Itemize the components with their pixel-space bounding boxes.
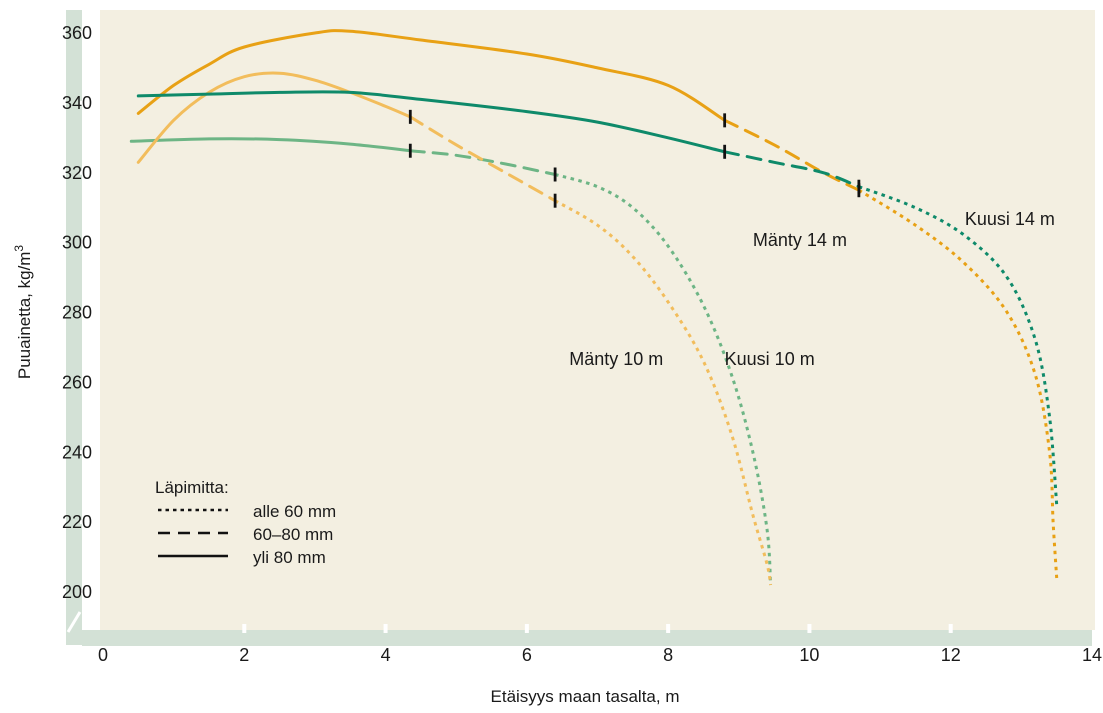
y-tick-240 [80, 450, 89, 455]
x-tick-10 [807, 624, 812, 633]
series-line-kuusi-10-m-solid [129, 137, 412, 153]
y-tick-340 [80, 100, 89, 105]
x-tick-6 [524, 624, 529, 633]
x-axis-band [82, 630, 1092, 646]
x-tick-labels: 0 2 4 6 8 10 12 14 [98, 645, 1102, 665]
y-tick-220 [80, 520, 89, 525]
y-tick-label-320: 320 [62, 163, 92, 183]
y-tick-labels: 200 220 240 260 280 300 320 340 360 [62, 23, 92, 602]
legend-title: Läpimitta: [155, 478, 229, 497]
plot-background [100, 10, 1095, 630]
y-tick-360 [80, 31, 89, 35]
segment-markers [408, 109, 861, 208]
series-lines [129, 29, 1059, 586]
x-tick-12 [948, 624, 953, 633]
y-tick-320 [80, 170, 89, 175]
y-tick-label-300: 300 [62, 233, 92, 253]
x-tick-label-14: 14 [1082, 645, 1102, 665]
x-axis-label: Etäisyys maan tasalta, m [491, 687, 680, 706]
series-label-kuusi-10-m: Kuusi 10 m [725, 349, 815, 369]
x-tick-label-0: 0 [98, 645, 108, 665]
y-tick-260 [80, 380, 89, 385]
y-axis-label: Puuainetta, kg/m3 [12, 245, 34, 380]
x-tick-8 [666, 624, 671, 633]
legend-label-solid: yli 80 mm [253, 548, 326, 567]
y-tick-280 [80, 310, 89, 315]
series-line-kuusi-10-m-dotted [554, 173, 773, 586]
series-line-kuusi-14-m-dotted [858, 185, 1059, 505]
y-tick-label-200: 200 [62, 582, 92, 602]
series-line-manty-14-m-solid [136, 29, 727, 122]
x-tick-2 [242, 624, 247, 633]
series-line-manty-10-m-dashed [408, 115, 557, 203]
series-label-manty-14-m: Mänty 14 m [753, 230, 847, 250]
axis-break-mark [66, 611, 82, 633]
series-label-manty-10-m: Mänty 10 m [569, 349, 663, 369]
series-line-kuusi-14-m-solid [136, 90, 727, 154]
y-tick-200 [80, 590, 89, 594]
y-tick-label-240: 240 [62, 442, 92, 462]
legend-label-dotted: alle 60 mm [253, 502, 336, 521]
series-label-kuusi-14-m: Kuusi 14 m [965, 209, 1055, 229]
series-line-manty-14-m-dotted [858, 188, 1059, 579]
y-tick-marks [66, 31, 89, 633]
x-tick-label-8: 8 [663, 645, 673, 665]
x-tick-label-12: 12 [941, 645, 961, 665]
y-tick-label-360: 360 [62, 23, 92, 43]
series-line-manty-10-m-solid [136, 71, 412, 164]
x-tick-label-2: 2 [239, 645, 249, 665]
series-annotations: Kuusi 10 m Mänty 10 m Mänty 14 m Kuusi 14 m [569, 209, 1055, 369]
legend-label-dashed: 60–80 mm [253, 525, 333, 544]
x-tick-label-10: 10 [799, 645, 819, 665]
y-tick-label-260: 260 [62, 372, 92, 392]
y-tick-300 [80, 240, 89, 245]
legend: Läpimitta: alle 60 mm 60–80 mm yli 80 mm [155, 478, 336, 567]
y-tick-label-220: 220 [62, 512, 92, 532]
y-axis-label-base: Puuainetta, kg/m [15, 252, 34, 380]
y-axis-band [66, 10, 82, 645]
x-tick-label-4: 4 [381, 645, 391, 665]
y-tick-label-340: 340 [62, 93, 92, 113]
series-line-manty-14-m-dashed [723, 118, 861, 192]
series-line-kuusi-14-m-dashed [723, 150, 861, 189]
x-tick-4 [383, 624, 388, 633]
x-tick-label-6: 6 [522, 645, 532, 665]
y-tick-label-280: 280 [62, 303, 92, 323]
y-axis-label-superscript: 3 [12, 245, 26, 252]
series-line-manty-10-m-dotted [554, 199, 773, 586]
x-tick-marks [242, 624, 953, 633]
